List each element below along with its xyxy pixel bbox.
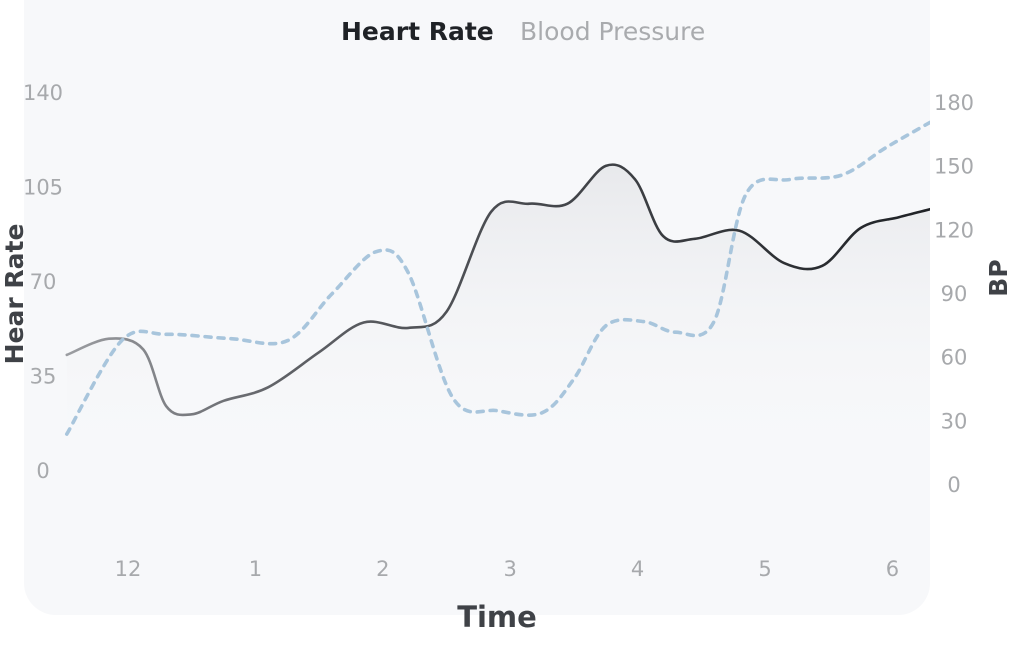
x-tick-label: 2: [376, 557, 389, 581]
x-tick-label: 4: [631, 557, 644, 581]
y2-axis-title: BP: [984, 259, 1013, 296]
y2-tick-label: 150: [934, 155, 974, 179]
y-tick-label: 35: [30, 365, 57, 389]
y-tick-label: 105: [23, 176, 63, 200]
heart-rate-line: [65, 163, 930, 417]
x-tick-label: 3: [504, 557, 517, 581]
chart-tabs: Heart Rate Blood Pressure: [0, 14, 1018, 50]
y-tick-label: 0: [36, 459, 49, 483]
x-tick-label: 5: [758, 557, 771, 581]
x-tick-label: 6: [886, 557, 899, 581]
x-tick-label: 1: [249, 557, 262, 581]
y2-tick-label: 0: [947, 473, 960, 497]
x-axis-title: Time: [457, 600, 537, 634]
y2-tick-label: 90: [941, 282, 968, 306]
y-tick-label: 140: [23, 81, 63, 105]
tab-heart-rate[interactable]: Heart Rate: [341, 17, 494, 46]
y2-tick-label: 180: [934, 91, 974, 115]
y2-tick-label: 30: [941, 409, 968, 433]
tab-blood-pressure[interactable]: Blood Pressure: [520, 17, 706, 46]
y-axis-title: Hear Rate: [0, 224, 29, 365]
x-tick-label: 12: [115, 557, 142, 581]
y2-tick-label: 60: [941, 346, 968, 370]
blood-pressure-line: [65, 120, 930, 436]
heart-rate-area: [66, 164, 930, 471]
y2-tick-label: 120: [934, 218, 974, 242]
y-tick-label: 70: [30, 270, 57, 294]
